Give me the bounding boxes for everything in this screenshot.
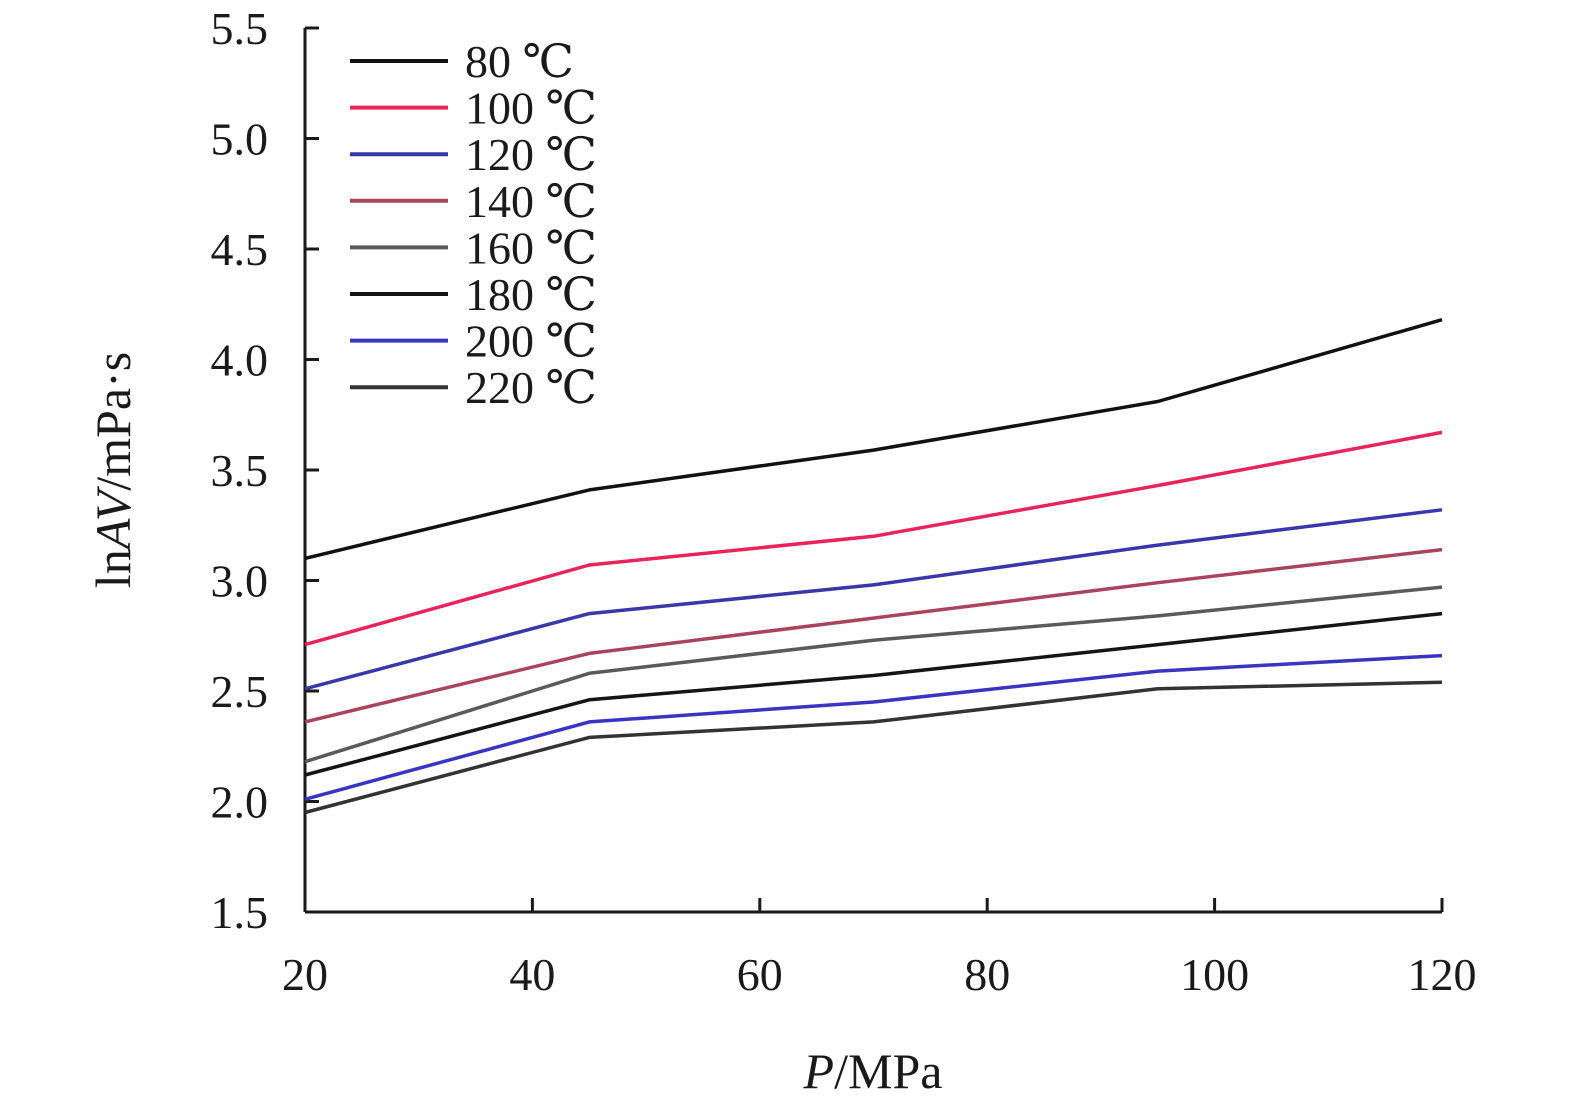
series-line — [304, 430, 1443, 647]
y-tick-label: 2.5 — [211, 666, 269, 717]
y-tick-label: 4.5 — [211, 224, 269, 275]
y-axis-label-rest: /mPa·s — [85, 352, 141, 491]
x-axis-label-italic: P — [803, 1043, 835, 1099]
x-axis-label-rest: /MPa — [834, 1043, 942, 1099]
y-tick-label: 5.0 — [211, 114, 269, 165]
y-tick-label: 4.0 — [211, 335, 269, 386]
y-tick-label: 3.5 — [211, 445, 269, 496]
x-tick-label: 100 — [1180, 949, 1249, 1000]
y-tick-label: 2.0 — [211, 777, 269, 828]
series-line — [304, 680, 1443, 815]
legend-label: 80 ℃ — [465, 36, 574, 87]
y-ticks: 1.5 2.0 2.5 3.0 3.5 4.0 4.5 5.0 5.5 — [211, 3, 319, 938]
series-line — [304, 547, 1443, 724]
series-line — [304, 611, 1443, 777]
x-tick-label: 80 — [964, 949, 1010, 1000]
series-line — [304, 318, 1443, 561]
x-tick-label: 60 — [737, 949, 783, 1000]
legend-label: 120 ℃ — [465, 129, 597, 180]
series-line — [304, 508, 1443, 691]
x-tick-label: 120 — [1408, 949, 1477, 1000]
legend-label: 160 ℃ — [465, 222, 597, 273]
series-line — [304, 653, 1443, 801]
series-line — [304, 585, 1443, 764]
y-axis-label-prefix: ln — [85, 549, 141, 588]
legend-label: 220 ℃ — [465, 362, 597, 413]
legend-label: 140 ℃ — [465, 176, 597, 227]
legend-label: 100 ℃ — [465, 83, 597, 134]
x-axis-label: P/MPa — [803, 1043, 943, 1099]
y-tick-label: 5.5 — [211, 3, 269, 54]
x-tick-label: 40 — [509, 949, 555, 1000]
series-lines — [304, 318, 1443, 815]
y-tick-label: 1.5 — [211, 887, 269, 938]
x-tick-label: 20 — [282, 949, 328, 1000]
x-ticks: 20 40 60 80 100 120 — [282, 898, 1477, 1000]
y-axis-label: lnAV/mPa·s — [85, 352, 141, 588]
y-tick-label: 3.0 — [211, 556, 269, 607]
legend-label: 180 ℃ — [465, 269, 597, 320]
legend-label: 200 ℃ — [465, 316, 597, 367]
y-axis-label-italic: AV — [85, 485, 141, 552]
